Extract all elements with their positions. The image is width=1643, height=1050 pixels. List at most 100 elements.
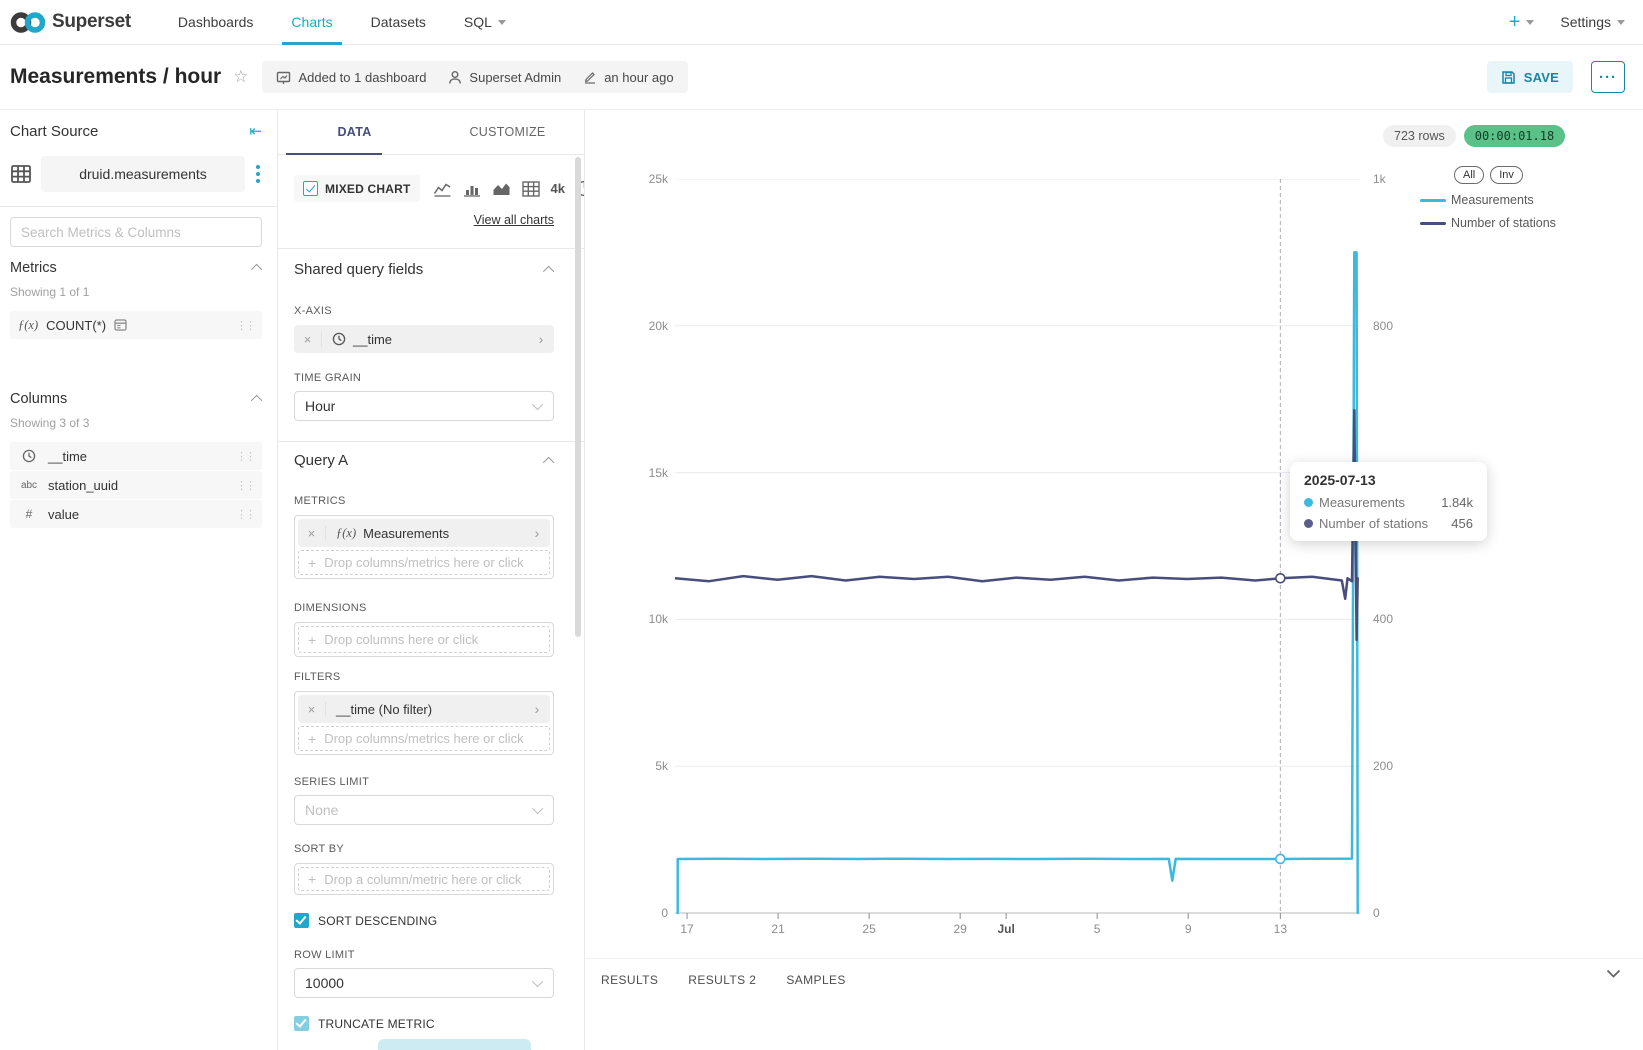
table-icon[interactable]	[521, 180, 540, 197]
series-dot	[1304, 519, 1313, 528]
collapse-columns-icon[interactable]	[250, 394, 263, 407]
chart-legend: Measurements Number of stations	[1420, 193, 1556, 239]
bar-chart-icon[interactable]	[463, 181, 481, 197]
superset-logo[interactable]: Superset	[10, 9, 131, 36]
column-item-value[interactable]: # value ⋮⋮	[10, 500, 262, 528]
time-grain-label: TIME GRAIN	[294, 372, 362, 384]
dataset-grid-icon	[11, 165, 31, 183]
last-modified-meta: an hour ago	[583, 70, 674, 85]
query-a-title: Query A	[294, 452, 349, 469]
tab-data[interactable]: DATA	[278, 110, 431, 155]
tab-results-2[interactable]: RESULTS 2	[688, 973, 757, 987]
chevron-right-icon[interactable]: ›	[534, 525, 540, 541]
main-layout: Chart Source ⇤ druid.measurements Metric…	[0, 110, 1643, 1050]
legend-invert-button[interactable]: Inv	[1490, 166, 1523, 184]
function-icon: ƒ(x)	[18, 317, 39, 332]
dashboard-icon	[277, 71, 291, 84]
legend-select-all-button[interactable]: All	[1454, 166, 1485, 184]
tooltip-row-measurements: Measurements 1.84k	[1304, 495, 1473, 510]
collapse-results-icon[interactable]	[1606, 969, 1621, 979]
settings-menu[interactable]: Settings	[1560, 14, 1625, 30]
legend-item-measurements[interactable]: Measurements	[1420, 193, 1556, 207]
dataset-selector[interactable]: druid.measurements	[41, 156, 245, 192]
checkbox-checked-icon	[303, 181, 318, 196]
plus-icon: +	[308, 871, 317, 887]
view-all-charts-link[interactable]: View all charts	[473, 213, 554, 227]
line-chart-icon[interactable]	[433, 181, 452, 197]
tab-samples[interactable]: SAMPLES	[786, 973, 846, 987]
plus-icon: +	[308, 631, 317, 648]
numeric-type-icon: #	[25, 507, 33, 521]
viz-type-shortcuts: 4k	[433, 180, 584, 197]
chevron-right-icon[interactable]: ›	[538, 331, 544, 347]
shared-query-fields-title: Shared query fields	[294, 261, 424, 278]
row-limit-select[interactable]: 10000	[294, 968, 554, 998]
nav-charts[interactable]: Charts	[272, 0, 351, 45]
query-timer-badge: 00:00:01.18	[1463, 125, 1566, 147]
dimensions-dropzone[interactable]: + Drop columns here or click	[298, 626, 550, 653]
remove-icon[interactable]: ×	[298, 701, 326, 717]
column-item-time[interactable]: __time ⋮⋮	[10, 442, 262, 470]
column-item-station-uuid[interactable]: abc station_uuid ⋮⋮	[10, 471, 262, 499]
nav-items: Dashboards Charts Datasets SQL	[159, 0, 525, 45]
chart-canvas[interactable]	[675, 179, 1360, 921]
new-item-button[interactable]: +	[1509, 11, 1535, 34]
partial-button	[378, 1039, 531, 1050]
legend-item-stations[interactable]: Number of stations	[1420, 216, 1556, 230]
metrics-dropzone[interactable]: + Drop columns/metrics here or click	[298, 550, 550, 575]
superset-infinity-icon	[10, 11, 46, 33]
drag-handle-icon[interactable]: ⋮⋮	[236, 319, 256, 332]
dataset-options-kebab-icon[interactable]	[254, 161, 262, 187]
sort-by-control: + Drop a column/metric here or click	[294, 863, 554, 895]
big-number-icon[interactable]: 4k	[550, 181, 566, 196]
nav-dashboards[interactable]: Dashboards	[177, 14, 254, 30]
sort-by-dropzone[interactable]: + Drop a column/metric here or click	[298, 867, 550, 891]
columns-count: Showing 3 of 3	[10, 416, 90, 430]
plus-icon: +	[308, 730, 317, 747]
drag-handle-icon[interactable]: ⋮⋮	[236, 479, 256, 492]
truncate-metric-label: TRUNCATE METRIC	[318, 1016, 435, 1031]
chevron-down-icon	[1617, 19, 1625, 25]
remove-icon[interactable]: ×	[294, 331, 322, 347]
tab-customize[interactable]: CUSTOMIZE	[469, 125, 546, 139]
series-limit-select[interactable]: None	[294, 795, 554, 825]
drag-handle-icon[interactable]: ⋮⋮	[236, 450, 256, 463]
x-axis-field[interactable]: × __time ›	[294, 325, 554, 353]
save-floppy-icon	[1502, 70, 1515, 84]
more-options-button[interactable]: ···	[1591, 61, 1625, 93]
nav-sql[interactable]: SQL	[445, 0, 525, 44]
viz-type-mixed-chart[interactable]: MIXED CHART	[294, 175, 420, 202]
filters-control: × __time (No filter) › + Drop columns/me…	[294, 691, 554, 755]
favorite-star-icon[interactable]: ☆	[233, 67, 249, 86]
metrics-count: Showing 1 of 1	[10, 285, 90, 299]
tab-results[interactable]: RESULTS	[601, 973, 659, 987]
area-chart-icon[interactable]	[492, 181, 511, 197]
metric-item-count[interactable]: ƒ(x) COUNT(*) ⋮⋮	[10, 311, 262, 339]
filter-time-no-filter[interactable]: × __time (No filter) ›	[298, 695, 550, 723]
controls-scrollbar[interactable]	[575, 157, 581, 637]
collapse-panel-icon[interactable]: ⇤	[249, 123, 262, 140]
search-input[interactable]	[10, 217, 262, 247]
collapse-metrics-icon[interactable]	[250, 263, 263, 276]
collapse-section-icon[interactable]	[542, 265, 555, 277]
chevron-right-icon[interactable]: ›	[534, 701, 540, 717]
clock-icon	[18, 449, 40, 463]
collapse-section-icon[interactable]	[542, 456, 555, 468]
chart-tooltip: 2025-07-13 Measurements 1.84k Number of …	[1290, 462, 1487, 541]
drag-handle-icon[interactable]: ⋮⋮	[236, 508, 256, 521]
chevron-down-icon	[531, 398, 544, 411]
legend-swatch	[1420, 221, 1446, 225]
chart-header: Measurements / hour ☆ Added to 1 dashboa…	[0, 45, 1643, 110]
filters-dropzone[interactable]: + Drop columns/metrics here or click	[298, 726, 550, 751]
results-bar: RESULTS RESULTS 2 SAMPLES	[585, 958, 1643, 1050]
nav-datasets[interactable]: Datasets	[370, 14, 426, 30]
time-grain-select[interactable]: Hour	[294, 391, 554, 421]
brand-name: Superset	[52, 11, 131, 32]
remove-icon[interactable]: ×	[298, 525, 326, 541]
truncate-metric-checkbox[interactable]	[294, 1016, 309, 1031]
metric-measurements[interactable]: × ƒ(x) Measurements ›	[298, 519, 550, 547]
save-button[interactable]: SAVE	[1486, 61, 1573, 93]
chart-source-panel: Chart Source ⇤ druid.measurements Metric…	[0, 110, 278, 1050]
sort-descending-checkbox[interactable]	[294, 913, 309, 928]
